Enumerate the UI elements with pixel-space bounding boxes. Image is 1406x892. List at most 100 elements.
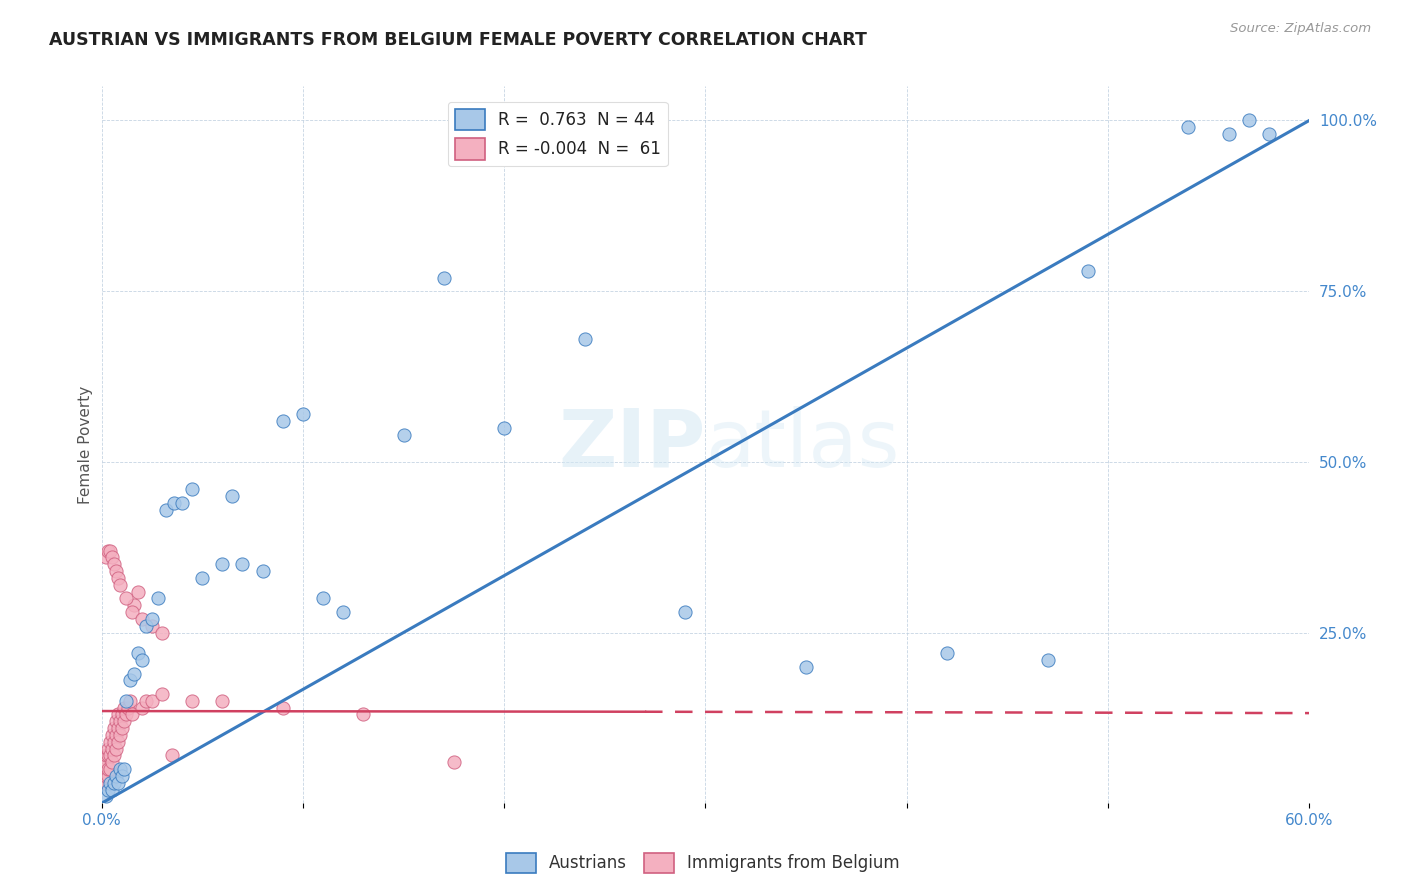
Point [98, 735, 121, 749]
Point [98, 762, 121, 776]
Point [93, 769, 115, 783]
Point [155, 502, 177, 516]
Point [312, 591, 335, 606]
Point [146, 591, 169, 606]
Point [93, 762, 115, 776]
Point [118, 673, 141, 688]
Point [163, 496, 186, 510]
Text: Source: ZipAtlas.com: Source: ZipAtlas.com [1230, 22, 1371, 36]
Point [433, 270, 456, 285]
Point [97, 762, 120, 776]
Point [107, 776, 129, 790]
Point [103, 721, 125, 735]
Text: AUSTRIAN VS IMMIGRANTS FROM BELGIUM FEMALE POVERTY CORRELATION CHART: AUSTRIAN VS IMMIGRANTS FROM BELGIUM FEMA… [49, 31, 868, 49]
Point [107, 735, 129, 749]
Point [94, 776, 117, 790]
Point [103, 558, 125, 572]
Point [131, 612, 153, 626]
Point [1258, 127, 1281, 141]
Point [231, 558, 253, 572]
Point [108, 762, 131, 776]
Point [107, 707, 129, 722]
Point [1237, 113, 1260, 128]
Y-axis label: Female Poverty: Female Poverty [79, 385, 93, 504]
Point [252, 564, 274, 578]
Text: atlas: atlas [706, 406, 900, 483]
Point [108, 714, 131, 729]
Point [107, 571, 129, 585]
Point [100, 756, 122, 770]
Point [271, 700, 294, 714]
Point [211, 558, 233, 572]
Point [103, 735, 125, 749]
Point [98, 543, 121, 558]
Point [111, 721, 134, 735]
Point [127, 584, 149, 599]
Point [98, 748, 121, 763]
Point [1218, 127, 1240, 141]
Point [94, 789, 117, 804]
Point [97, 782, 120, 797]
Point [141, 618, 163, 632]
Point [172, 496, 194, 510]
Point [352, 707, 374, 722]
Point [141, 694, 163, 708]
Point [103, 776, 125, 790]
Point [94, 769, 117, 783]
Point [93, 776, 115, 790]
Point [211, 694, 233, 708]
Point [111, 769, 134, 783]
Point [118, 694, 141, 708]
Point [100, 741, 122, 756]
Point [100, 782, 122, 797]
Point [150, 625, 173, 640]
Point [191, 571, 214, 585]
Point [104, 564, 127, 578]
Point [1036, 653, 1059, 667]
Point [122, 599, 145, 613]
Point [112, 714, 135, 729]
Point [673, 605, 696, 619]
Point [160, 748, 183, 763]
Point [104, 769, 127, 783]
Legend: R =  0.763  N = 44, R = -0.004  N =  61: R = 0.763 N = 44, R = -0.004 N = 61 [449, 102, 668, 167]
Point [127, 646, 149, 660]
Point [114, 591, 136, 606]
Point [1177, 120, 1199, 135]
Point [121, 605, 143, 619]
Point [117, 700, 139, 714]
Point [111, 707, 134, 722]
Point [107, 721, 129, 735]
Point [94, 550, 117, 565]
Point [100, 728, 122, 742]
Point [97, 769, 120, 783]
Point [392, 427, 415, 442]
Point [104, 741, 127, 756]
Point [1077, 263, 1099, 277]
Point [108, 728, 131, 742]
Point [114, 694, 136, 708]
Point [98, 776, 121, 790]
Point [150, 687, 173, 701]
Point [94, 748, 117, 763]
Point [97, 741, 120, 756]
Point [141, 612, 163, 626]
Point [332, 605, 354, 619]
Point [121, 707, 143, 722]
Point [97, 543, 120, 558]
Point [112, 700, 135, 714]
Point [794, 659, 817, 673]
Point [108, 578, 131, 592]
Point [112, 762, 135, 776]
Point [122, 666, 145, 681]
Point [935, 646, 957, 660]
Point [97, 748, 120, 763]
Point [135, 694, 157, 708]
Point [131, 700, 153, 714]
Point [181, 482, 204, 496]
Point [221, 489, 243, 503]
Point [181, 694, 204, 708]
Point [103, 748, 125, 763]
Point [131, 653, 153, 667]
Point [114, 707, 136, 722]
